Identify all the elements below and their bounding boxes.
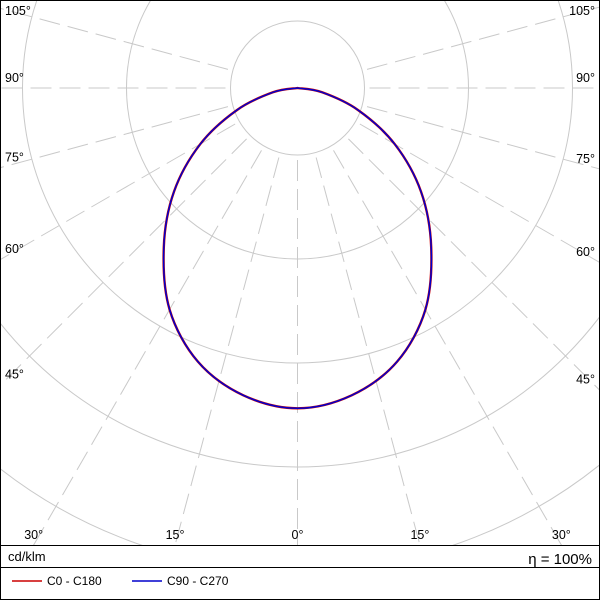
angle-label: 45° [576, 373, 595, 387]
intensity-curve-c90-c270 [162, 87, 433, 410]
angle-label: 75° [5, 150, 24, 164]
radial-line [1, 8, 229, 70]
grid-ring [230, 20, 365, 156]
grid-ring [1, 316, 599, 468]
angle-label: 90° [5, 71, 24, 85]
legend-label-c0-c180: C0 - C180 [47, 574, 102, 588]
angle-label: 105° [569, 4, 595, 18]
radial-line [348, 138, 599, 391]
radial-line [33, 150, 262, 545]
grid-ring [1, 464, 599, 545]
angle-label: 30° [24, 528, 43, 542]
angle-labels: 0° 15° 15° 30° 30° 45° 45° 60° 60° 75° 75° 90° 90° 10… [5, 4, 595, 542]
legend-label-c90-c270: C90 - C270 [167, 574, 229, 588]
radial-line [1, 106, 229, 168]
radial-line [1, 138, 247, 386]
radial-line [359, 123, 599, 263]
radial-line [315, 157, 421, 545]
angle-label: 15° [166, 528, 185, 542]
unit-label: cd/klm [8, 549, 46, 564]
angle-label: 105° [5, 4, 31, 18]
radial-line [366, 6, 599, 70]
angle-label: 15° [410, 528, 429, 542]
radial-line [174, 157, 280, 545]
angle-label: 0° [292, 528, 304, 542]
angle-label: 45° [5, 368, 24, 382]
radial-line [366, 106, 599, 170]
radial-line [333, 150, 562, 545]
angle-label: 90° [576, 71, 595, 85]
radial-line [1, 123, 236, 260]
intensity-curves [162, 86, 433, 410]
angle-label: 75° [576, 152, 595, 166]
angle-label: 30° [552, 528, 571, 542]
efficiency-label: η = 100% [528, 551, 592, 568]
angle-label: 60° [5, 242, 24, 256]
angle-label: 60° [576, 245, 595, 259]
